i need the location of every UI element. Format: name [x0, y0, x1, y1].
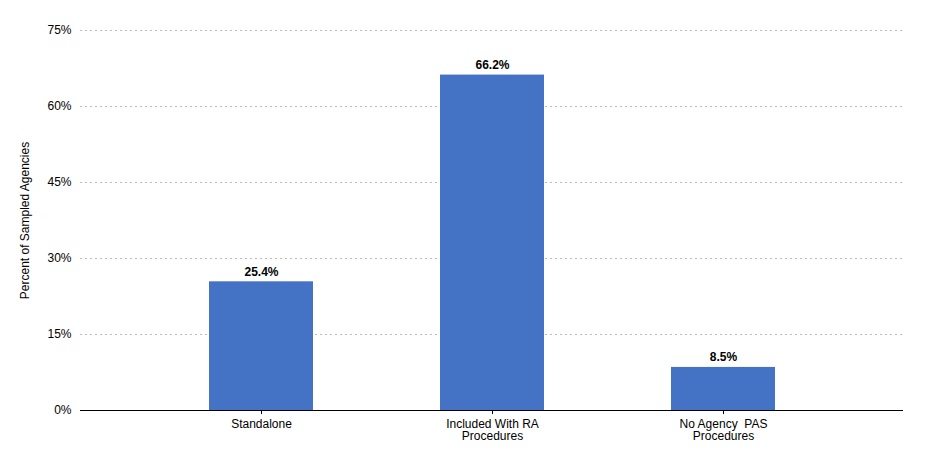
svg-text:0%: 0% [54, 403, 72, 417]
svg-text:No Agency PASProcedures: No Agency PASProcedures [680, 417, 768, 443]
svg-text:45%: 45% [47, 175, 71, 189]
svg-text:66.2%: 66.2% [475, 58, 509, 72]
svg-text:75%: 75% [47, 23, 71, 37]
svg-text:Included With RAProcedures: Included With RAProcedures [446, 417, 539, 443]
svg-text:25.4%: 25.4% [244, 265, 278, 279]
svg-text:8.5%: 8.5% [710, 350, 738, 364]
svg-text:Percent of Sampled Agencies: Percent of Sampled Agencies [18, 142, 32, 299]
svg-text:Standalone: Standalone [231, 417, 292, 431]
svg-text:60%: 60% [47, 99, 71, 113]
svg-text:30%: 30% [47, 251, 71, 265]
svg-text:15%: 15% [47, 327, 71, 341]
